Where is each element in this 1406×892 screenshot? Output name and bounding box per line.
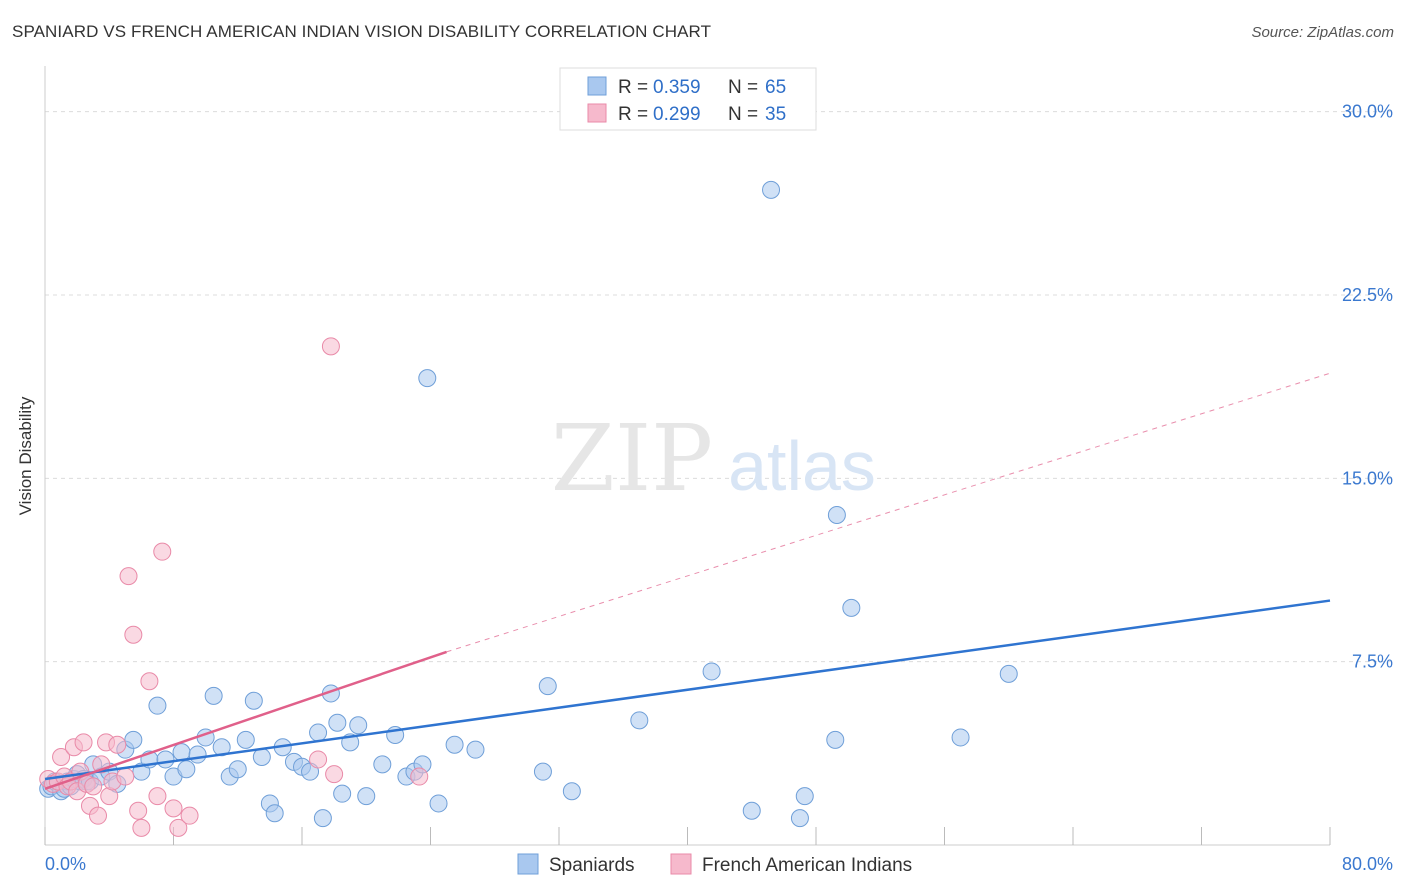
french-american-indian-point [124,625,143,644]
y-tick-label: 22.5% [1342,285,1393,305]
stats-legend-swatch [587,103,607,123]
french-american-indian-point [140,672,159,691]
spaniard-point [333,784,352,803]
watermark-atlas: atlas [728,427,876,505]
spaniard-point [228,760,247,779]
n-value: 65 [765,77,786,98]
french-american-indian-point [74,733,93,752]
r-label: R = [618,77,648,98]
spaniard-point [328,713,347,732]
spaniard-point [466,740,485,759]
french-american-indian-point [180,806,199,825]
trend-lines [44,372,1331,790]
spaniard-point [630,711,649,730]
stats-legend: R = 0.359 N = 65 R = 0.299 N = 35 [559,67,817,131]
n-label: N = [728,77,758,98]
spaniard-point [244,691,263,710]
french-american-indian-point [116,767,135,786]
french-american-indian-trend-line [44,650,447,790]
spaniard-point [827,506,846,524]
x-tick-label-min: 0.0% [45,854,86,874]
french-american-indian-point [410,767,429,786]
spaniard-point [742,801,761,820]
french-american-indian-point [52,748,71,766]
spaniard-point [999,664,1018,683]
spaniard-point [562,782,581,801]
data-points [39,180,1018,837]
spaniard-point [951,728,970,747]
french-american-indian-point [119,567,138,586]
watermark: ZIP atlas [551,405,876,512]
french-american-indian-point [169,818,188,837]
french-american-indian-trend-extension [446,372,1331,653]
spaniard-point [265,804,284,823]
legend-label-spaniards: Spaniards [549,855,635,876]
spaniard-point [252,748,271,766]
x-tick-label-max: 80.0% [1342,854,1393,874]
spaniard-point [762,180,781,199]
spaniard-point [702,662,721,681]
source-label: Source: ZipAtlas.com [1251,24,1394,41]
series-legend: Spaniards French American Indians [517,853,912,876]
french-american-indian-point [129,801,148,820]
spaniard-point [533,762,552,781]
y-tick-label: 7.5% [1352,652,1393,672]
spaniard-point [418,369,437,388]
french-american-indian-point [164,799,183,818]
spaniard-point [357,787,376,806]
french-american-indian-point [108,735,127,754]
french-american-indian-point [84,777,103,796]
legend-label-french-american-indians: French American Indians [702,855,912,876]
spaniard-point [445,735,464,754]
legend-swatch-french-american-indians [670,853,692,875]
spaniard-point [349,716,368,735]
french-american-indian-point [100,787,119,806]
spaniard-point [309,723,328,742]
axes [44,66,1331,846]
chart-title: SPANIARD VS FRENCH AMERICAN INDIAN VISIO… [12,22,712,41]
spaniard-point [842,598,861,617]
r-value: 0.359 [653,77,701,98]
french-american-indian-point [325,765,344,784]
french-american-indian-point [321,337,340,356]
french-american-indian-point [153,542,172,561]
spaniard-point [236,730,255,749]
spaniard-point [795,787,814,806]
n-value: 35 [765,104,786,125]
french-american-indian-point [132,818,151,837]
spaniard-point [124,730,143,749]
tick-labels: 7.5% 15.0% 22.5% 30.0% 0.0% 80.0% [45,102,1393,874]
spaniard-point [188,745,207,764]
n-label: N = [728,104,758,125]
spaniard-point [429,794,448,813]
french-american-indian-point [148,787,167,806]
spaniard-point [148,696,167,715]
spaniard-point [790,809,809,828]
french-american-indian-point [309,750,328,769]
spaniard-point [373,755,392,774]
watermark-zip: ZIP [551,405,713,512]
spaniard-point [156,750,175,769]
spaniard-point [826,730,845,749]
y-tick-label: 15.0% [1342,468,1393,488]
stats-legend-swatch [587,76,607,96]
legend-swatch-spaniards [517,853,539,875]
french-american-indian-point [89,806,108,825]
spaniard-point [204,686,223,705]
spaniard-point [538,677,557,696]
spaniard-point [177,760,196,779]
grid-lines [45,111,1392,663]
spaniard-point [313,809,332,828]
spaniard-trend-line [44,599,1331,781]
y-tick-label: 30.0% [1342,102,1393,122]
r-label: R = [618,104,648,125]
r-value: 0.299 [653,104,701,125]
